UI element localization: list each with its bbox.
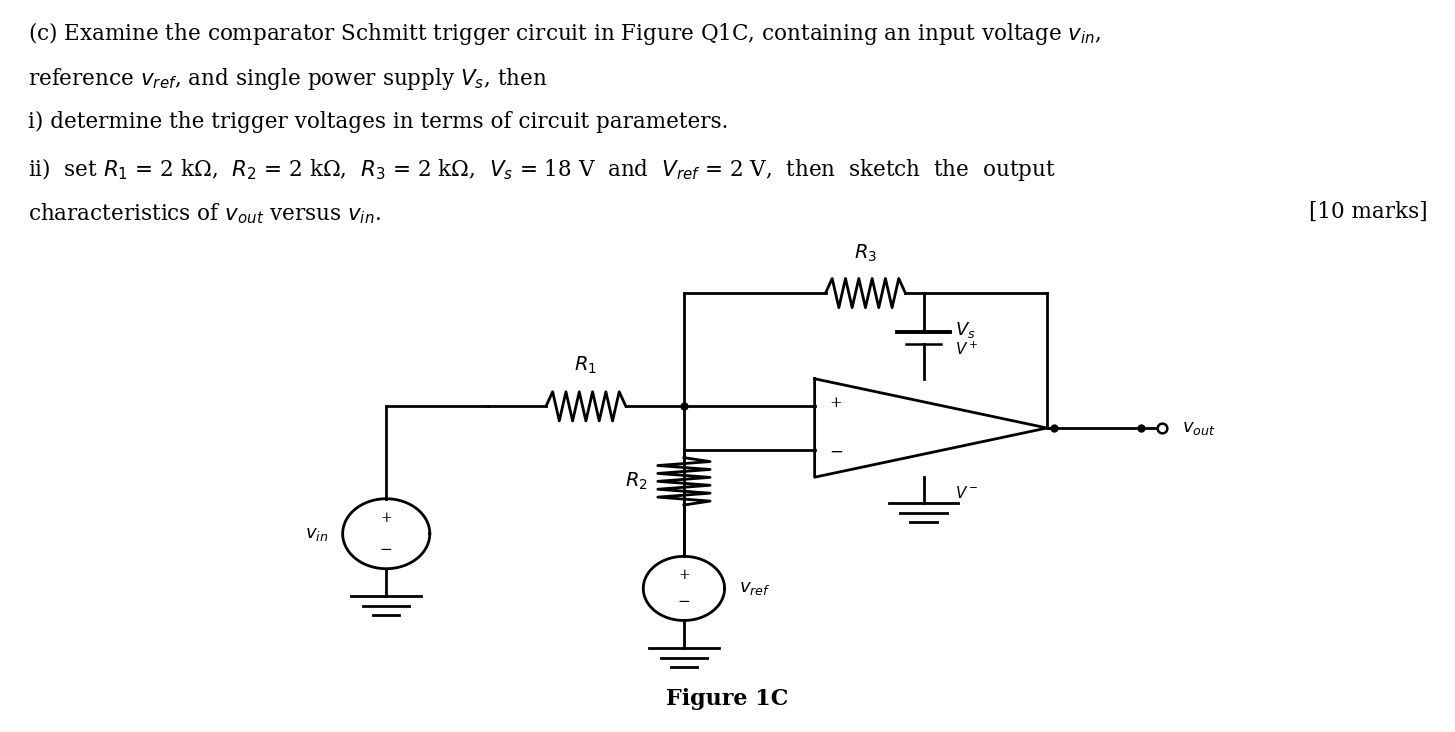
Text: $R_3$: $R_3$	[854, 242, 877, 264]
Text: [10 marks]: [10 marks]	[1310, 201, 1427, 223]
Text: characteristics of $v_{out}$ versus $v_{in}$.: characteristics of $v_{out}$ versus $v_{…	[28, 201, 381, 225]
Text: +: +	[678, 568, 690, 582]
Text: −: −	[678, 594, 690, 608]
Text: +: +	[380, 511, 391, 525]
Text: $R_2$: $R_2$	[624, 471, 647, 492]
Text: Figure 1C: Figure 1C	[666, 688, 789, 710]
Text: (c) Examine the comparator Schmitt trigger circuit in Figure Q1C, containing an : (c) Examine the comparator Schmitt trigg…	[28, 20, 1101, 47]
Text: −: −	[829, 444, 842, 460]
Text: $R_1$: $R_1$	[575, 354, 598, 376]
Text: $v_{out}$: $v_{out}$	[1181, 419, 1216, 437]
Text: ii)  set $R_1$ = 2 kΩ,  $R_2$ = 2 kΩ,  $R_3$ = 2 kΩ,  $V_s$ = 18 V  and  $V_{ref: ii) set $R_1$ = 2 kΩ, $R_2$ = 2 kΩ, $R_3…	[28, 156, 1055, 183]
Text: −: −	[380, 542, 393, 557]
Text: i) determine the trigger voltages in terms of circuit parameters.: i) determine the trigger voltages in ter…	[28, 111, 728, 133]
Text: reference $v_{ref}$, and single power supply $V_s$, then: reference $v_{ref}$, and single power su…	[28, 66, 547, 92]
Text: $v_{in}$: $v_{in}$	[306, 525, 329, 542]
Text: $V^-$: $V^-$	[956, 485, 979, 501]
Text: $V^+$: $V^+$	[956, 340, 979, 358]
Text: $V_s$: $V_s$	[956, 320, 976, 340]
Text: +: +	[829, 396, 842, 410]
Text: $v_{ref}$: $v_{ref}$	[739, 580, 771, 597]
